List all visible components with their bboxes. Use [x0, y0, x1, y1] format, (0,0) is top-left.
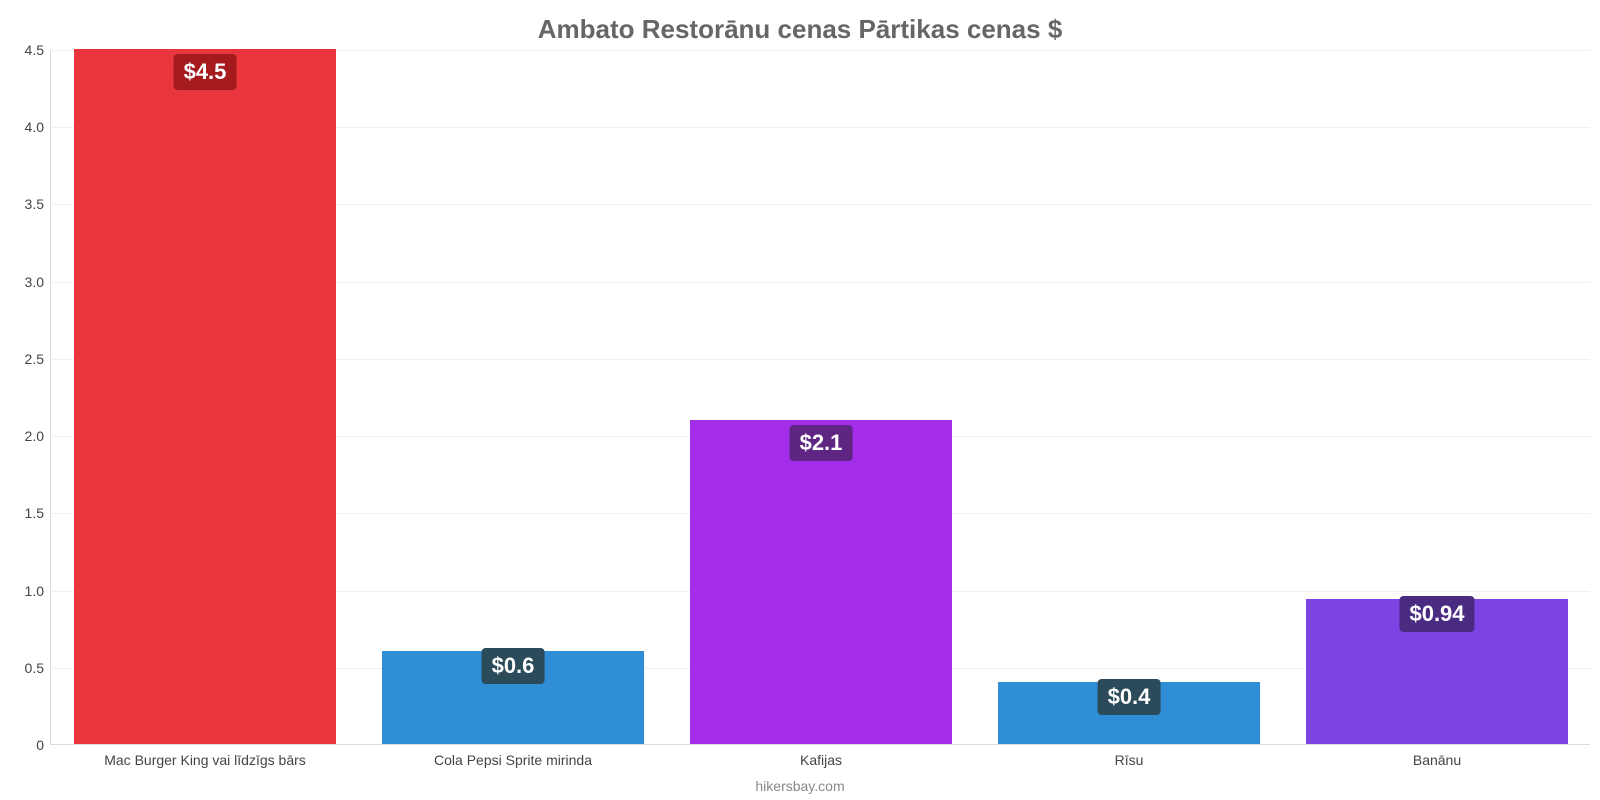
- y-tick-label: 2.5: [0, 351, 44, 367]
- y-tick-label: 0: [0, 737, 44, 753]
- credit-label: hikersbay.com: [0, 778, 1600, 794]
- price-bar-chart: Ambato Restorānu cenas Pārtikas cenas $ …: [0, 0, 1600, 800]
- y-tick-label: 4.5: [0, 42, 44, 58]
- plot-area: $4.5Mac Burger King vai līdzīgs bārs$0.6…: [50, 50, 1590, 745]
- bar-value-badge: $2.1: [790, 425, 853, 461]
- bar-value-badge: $0.94: [1399, 596, 1474, 632]
- x-tick-label: Kafijas: [800, 752, 842, 768]
- x-tick-label: Cola Pepsi Sprite mirinda: [434, 752, 592, 768]
- bar-value-badge: $4.5: [174, 54, 237, 90]
- chart-title: Ambato Restorānu cenas Pārtikas cenas $: [0, 14, 1600, 45]
- x-tick-label: Mac Burger King vai līdzīgs bārs: [104, 752, 306, 768]
- y-tick-label: 3.0: [0, 274, 44, 290]
- y-tick-label: 0.5: [0, 660, 44, 676]
- y-tick-label: 3.5: [0, 196, 44, 212]
- x-tick-label: Banānu: [1413, 752, 1461, 768]
- bar-value-badge: $0.4: [1098, 679, 1161, 715]
- y-tick-label: 1.0: [0, 583, 44, 599]
- bar-value-badge: $0.6: [482, 648, 545, 684]
- y-tick-label: 1.5: [0, 505, 44, 521]
- bar: [74, 49, 336, 744]
- x-tick-label: Rīsu: [1115, 752, 1144, 768]
- bar: [690, 420, 952, 744]
- y-tick-label: 2.0: [0, 428, 44, 444]
- y-tick-label: 4.0: [0, 119, 44, 135]
